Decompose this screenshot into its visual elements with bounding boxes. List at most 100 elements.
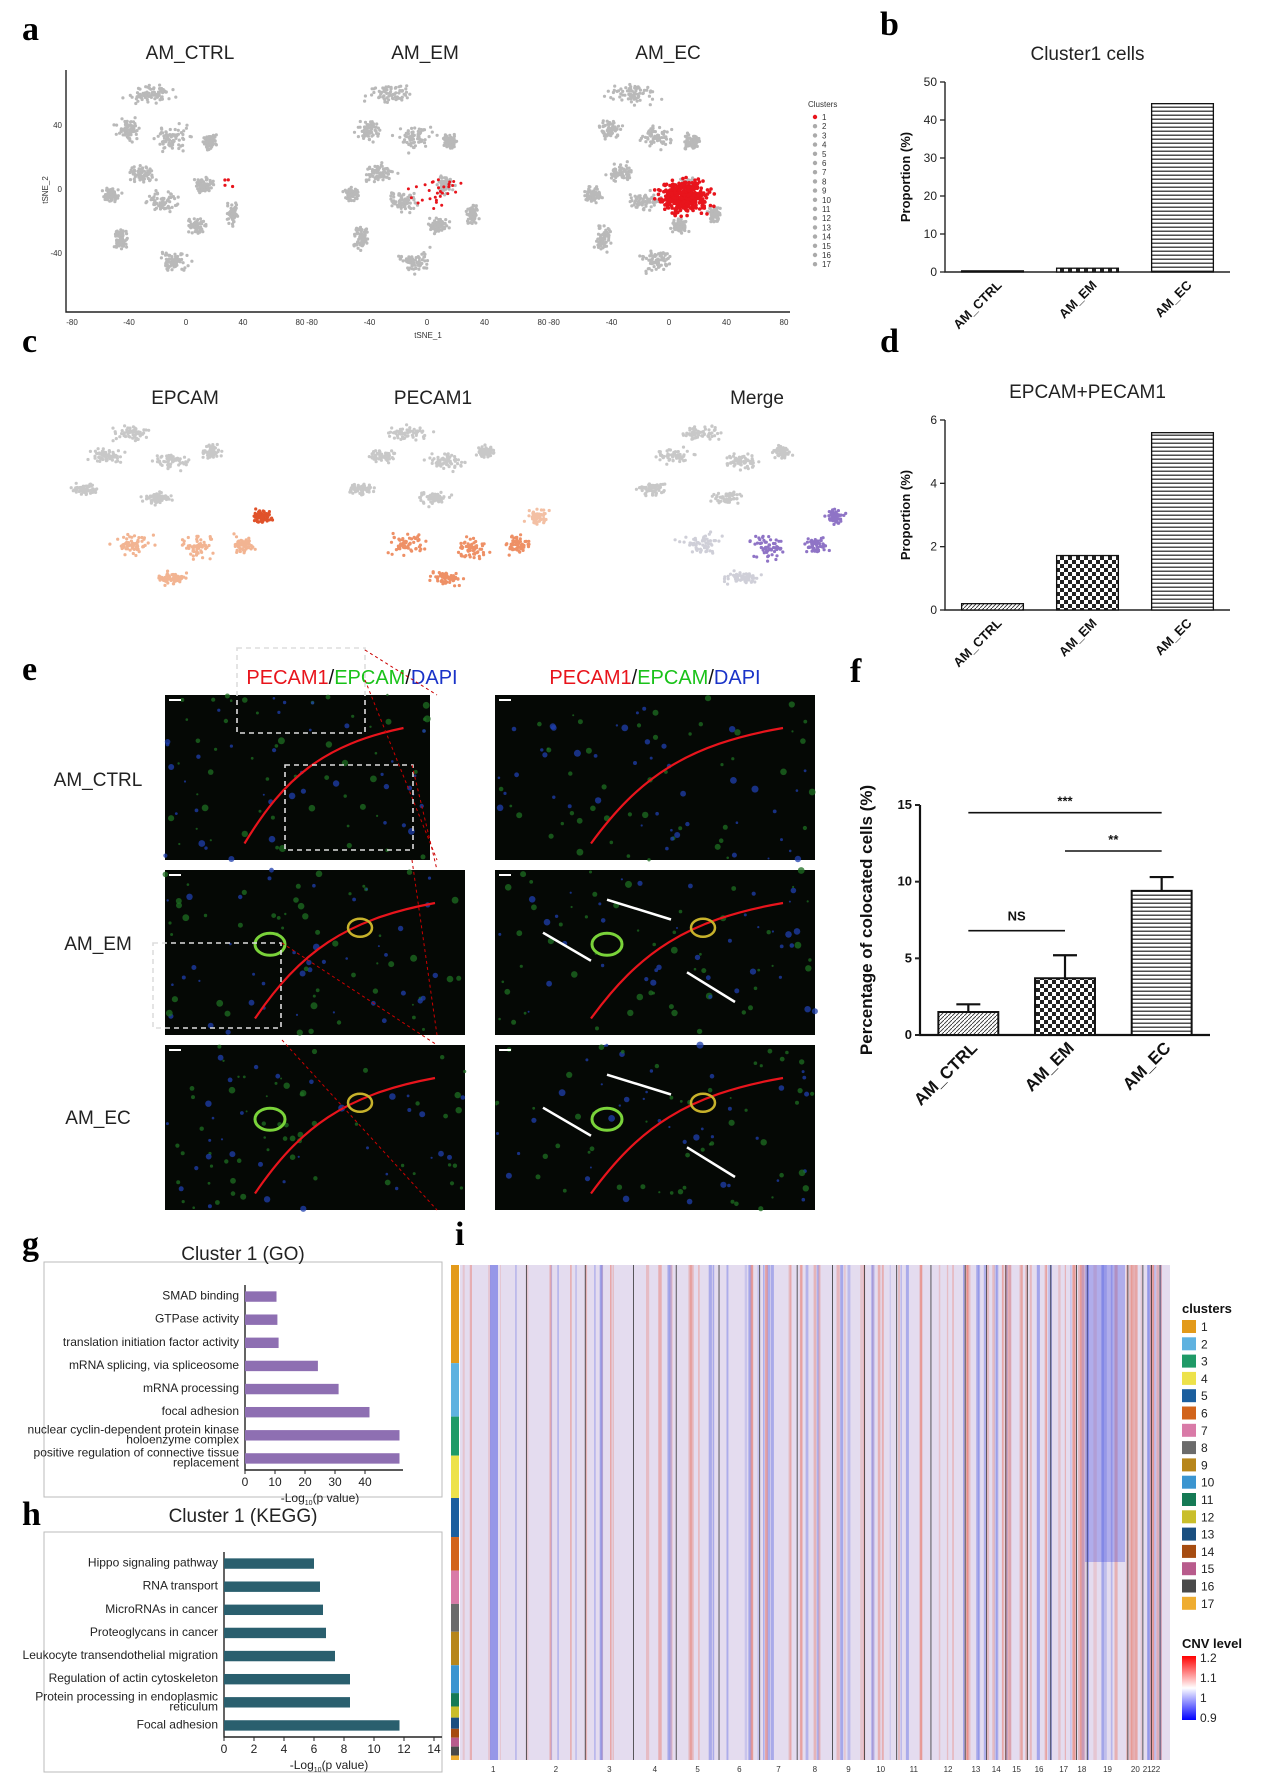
tsne-point [683, 140, 687, 144]
tsne-point [362, 136, 366, 140]
tsne-point-cluster1 [662, 183, 666, 187]
tsne-title-ec: AM_EC [635, 43, 700, 64]
legend-marker [812, 124, 818, 129]
tsne-point [635, 196, 639, 201]
feature-point [658, 450, 662, 454]
tsne-point [209, 139, 213, 143]
tsne-point [147, 83, 151, 87]
legend-marker [812, 114, 818, 120]
tsne-point [178, 260, 182, 264]
feature-point [90, 490, 94, 494]
feature-point [685, 449, 689, 453]
feature-point [530, 515, 534, 519]
tsne-point-cluster1 [692, 204, 696, 209]
feature-point [216, 450, 220, 454]
feature-point [472, 541, 476, 545]
panel-letter-g: g [22, 1226, 39, 1263]
tsne-point [660, 140, 664, 144]
feature-point [189, 552, 193, 556]
legend-marker [812, 188, 818, 193]
tsne-point-cluster1 [454, 190, 458, 194]
tsne-point [133, 122, 137, 126]
feature-point [675, 456, 679, 460]
feature-point [722, 579, 727, 584]
feature-point [197, 546, 201, 550]
tsne-point [583, 190, 587, 194]
feature-point [205, 444, 209, 449]
tsne-point [170, 257, 174, 261]
feature-point [710, 543, 714, 547]
tsne-point [716, 217, 720, 222]
tsne-point [353, 187, 357, 191]
tsne-point [226, 201, 230, 205]
tsne-point [411, 141, 415, 145]
tsne-point [161, 88, 165, 92]
tsne-point [472, 204, 476, 208]
tsne-point [170, 268, 174, 272]
panel-letter-d: d [880, 323, 899, 360]
tsne-point [385, 167, 389, 171]
tsne-point [115, 239, 119, 243]
tsne-point [593, 187, 597, 191]
tsne-point-cluster1 [406, 187, 410, 191]
tsne-point [412, 133, 416, 137]
feature-point [237, 545, 241, 550]
feature-point [483, 443, 487, 447]
feature-point [182, 575, 186, 579]
tsne-point [126, 132, 130, 137]
feature-point [738, 460, 742, 465]
feature-point [432, 430, 436, 434]
feature-point [219, 454, 223, 458]
feature-point [680, 457, 684, 461]
tsne-axis-ctrl [65, 70, 306, 313]
tsne-point-cluster1 [414, 185, 418, 189]
tsne-point [176, 132, 180, 136]
tsne-point [606, 89, 610, 93]
feature-point [736, 501, 740, 505]
tsne-point [609, 172, 614, 176]
tsne-point [173, 262, 177, 266]
tsne-point [657, 133, 661, 138]
feature-point [713, 434, 717, 438]
tsne-point [230, 203, 234, 207]
feature-point [775, 450, 779, 454]
tsne-point [400, 95, 404, 99]
tsne-point [659, 148, 663, 152]
feature-point [701, 543, 705, 547]
feature-point [453, 584, 457, 588]
feature-point [463, 540, 467, 544]
feature-point [387, 461, 391, 465]
feature-point [150, 459, 154, 463]
tsne-point [711, 216, 715, 221]
tsne-point [119, 228, 123, 232]
tsne-point [100, 189, 104, 193]
tsne-point [149, 95, 153, 99]
feature-point [192, 549, 196, 554]
tsne-point [214, 143, 218, 147]
tsne-point [209, 142, 213, 146]
feature-point [159, 462, 163, 466]
tsne-point [669, 226, 673, 230]
feature-point [211, 455, 215, 459]
tsne-point [424, 144, 428, 148]
feature-point [752, 554, 756, 559]
tsne-point [133, 179, 137, 184]
feature-point [526, 545, 531, 549]
tsne-point-cluster1 [438, 190, 442, 193]
feature-point [146, 541, 150, 545]
tsne-point [648, 144, 652, 148]
feature-point [693, 536, 697, 540]
tsne-point [419, 138, 423, 142]
tsne-point [654, 267, 658, 271]
tsne-point [375, 174, 379, 178]
legend-marker [812, 262, 818, 267]
feature-point [684, 535, 688, 539]
feature-point [721, 496, 725, 500]
tsne-point [619, 127, 623, 131]
feature-point [709, 499, 713, 503]
tsne-point [428, 216, 432, 220]
feature-point [833, 507, 837, 511]
feature-point [116, 449, 120, 453]
tsne-point [597, 124, 602, 128]
